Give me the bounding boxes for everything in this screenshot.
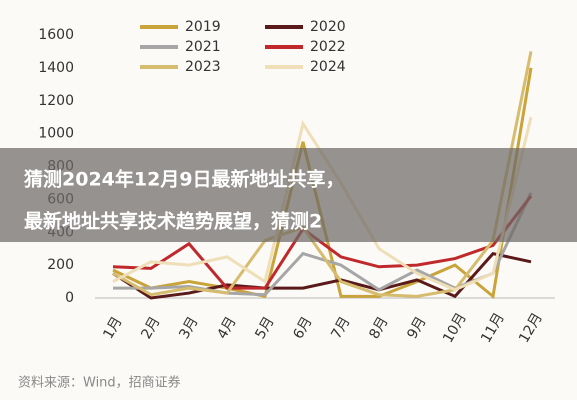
x-tick-label: 11月 [478, 310, 508, 346]
y-tick-label: 0 [65, 290, 74, 306]
x-tick-label: 7月 [328, 314, 353, 342]
legend-label: 2019 [185, 19, 221, 35]
y-tick-label: 1000 [38, 126, 74, 142]
x-tick-label: 8月 [366, 314, 391, 342]
x-tick-label: 6月 [290, 314, 315, 342]
x-tick-label: 12月 [516, 310, 546, 346]
legend-label: 2023 [185, 59, 221, 75]
series-line [112, 195, 533, 290]
x-tick-label: 9月 [404, 314, 429, 342]
x-tick-label: 10月 [440, 310, 470, 346]
y-tick-label: 200 [47, 257, 74, 273]
y-tick-label: 1400 [38, 60, 74, 76]
legend-label: 2022 [310, 39, 346, 55]
x-tick-label: 3月 [176, 314, 201, 342]
series-line [112, 51, 533, 298]
x-tick-label: 5月 [252, 314, 277, 342]
x-tick-label: 4月 [214, 314, 239, 342]
source: 资料来源：Wind，招商证券 [18, 375, 181, 391]
overlay-line: 猜测2024年12月9日最新地址共享， [24, 168, 345, 191]
legend-label: 2024 [310, 59, 346, 75]
y-tick-label: 1600 [38, 27, 74, 43]
y-tick-label: 1200 [38, 93, 74, 109]
banner [0, 148, 577, 242]
legend-label: 2021 [185, 39, 221, 55]
overlay-line: 最新地址共享技术趋势展望，猜测2 [24, 210, 322, 233]
x-tick-label: 2月 [138, 314, 163, 342]
series-line [112, 251, 532, 300]
x-tick-label: 1月 [100, 314, 125, 342]
legend-label: 2020 [310, 19, 346, 35]
